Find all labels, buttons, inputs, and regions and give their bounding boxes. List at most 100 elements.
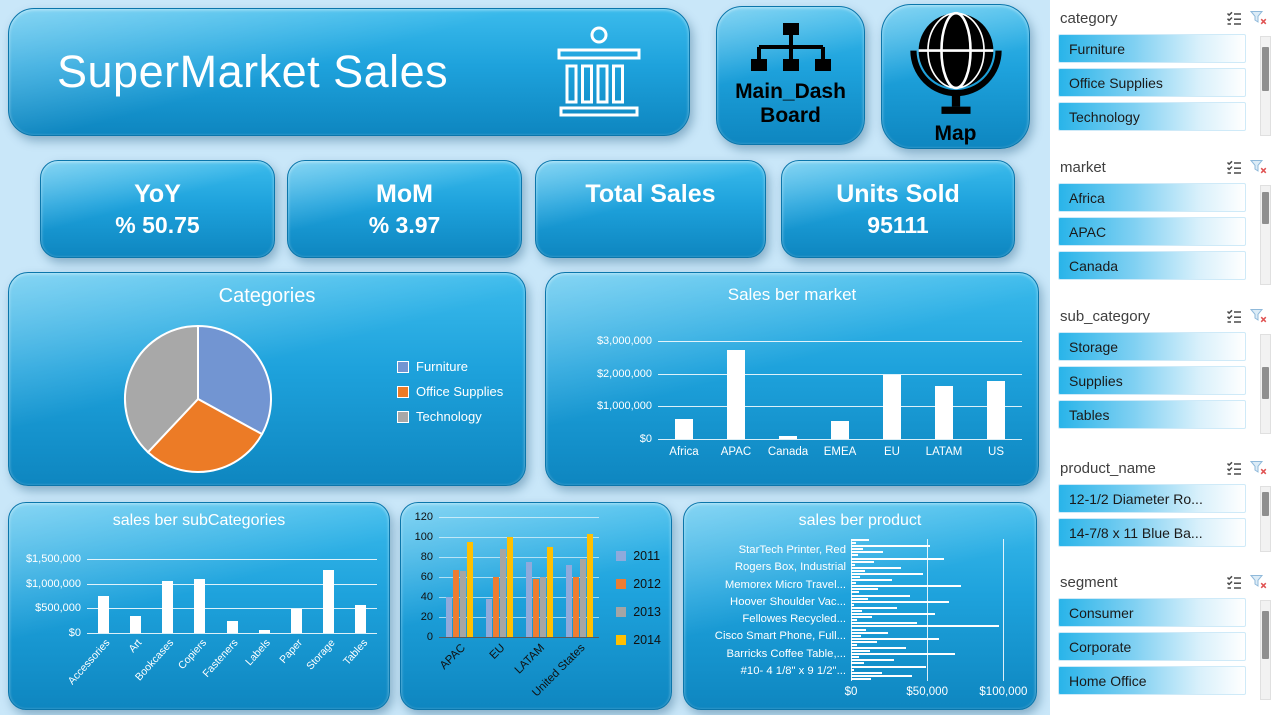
- slicer-icons: [1226, 10, 1268, 27]
- clear-filter-icon[interactable]: [1249, 460, 1268, 477]
- scrollbar-thumb[interactable]: [1262, 47, 1269, 91]
- kpi-label: Total Sales: [585, 179, 716, 208]
- slicer-body: Storage Supplies Tables: [1050, 330, 1274, 438]
- slicer-header: segment: [1050, 568, 1274, 596]
- x-axis-label: Accessories: [65, 637, 113, 688]
- chart-legend: 2011 2012 2013 2014: [616, 549, 661, 661]
- kpi-label: MoM: [376, 179, 433, 208]
- bar-2012-eu: [492, 577, 499, 637]
- slicer-item-storage[interactable]: Storage: [1058, 332, 1246, 361]
- slicer-item-supplies[interactable]: Supplies: [1058, 366, 1246, 395]
- product-bar: [851, 662, 864, 665]
- main-dash-board-button[interactable]: Main_Dash Board: [716, 6, 865, 145]
- chart-title: sales ber subCategories: [112, 512, 286, 529]
- slicer-title: sub_category: [1060, 307, 1151, 325]
- scrollbar[interactable]: [1260, 600, 1271, 700]
- multiselect-icon[interactable]: [1226, 10, 1244, 27]
- x-axis-label: $50,000: [906, 686, 948, 698]
- product-label: StarTech Printer, Red: [738, 544, 846, 556]
- clear-filter-icon[interactable]: [1249, 308, 1268, 325]
- categories-panel: Categories Furniture Office Supplies Techn…: [8, 272, 526, 486]
- slicer-item-tables[interactable]: Tables: [1058, 400, 1246, 429]
- slicer-title: product_name: [1060, 459, 1156, 477]
- slicer-title: segment: [1060, 573, 1118, 591]
- multiselect-icon[interactable]: [1226, 159, 1244, 176]
- chart-title: sales ber product: [798, 512, 922, 529]
- slicer-item-14-7-8-x-11-blue-ba[interactable]: 14-7/8 x 11 Blue Ba...: [1058, 518, 1246, 547]
- bar-art: [129, 616, 141, 633]
- slicer-item-12-1-2-diameter-ro[interactable]: 12-1/2 Diameter Ro...: [1058, 484, 1246, 513]
- bar-latam: [935, 386, 953, 439]
- y-axis-label: 0: [426, 631, 433, 643]
- slicer-item-furniture[interactable]: Furniture: [1058, 34, 1246, 63]
- product-bar: [851, 622, 917, 625]
- map-label: Map: [934, 122, 977, 145]
- slicer-item-africa[interactable]: Africa: [1058, 183, 1246, 212]
- scrollbar-thumb[interactable]: [1262, 611, 1269, 659]
- bar-2013-latam: [539, 577, 546, 637]
- product-bar: [851, 665, 926, 668]
- slicer-icons: [1226, 308, 1268, 325]
- clear-filter-icon[interactable]: [1249, 10, 1268, 27]
- bar-storage: [323, 570, 335, 633]
- bar-fasteners: [226, 620, 238, 633]
- sales-by-market-plot: [658, 341, 1022, 440]
- pie-slice-technology: [124, 324, 199, 454]
- bar-2012-apac: [452, 570, 459, 637]
- x-axis-label: Paper: [277, 637, 306, 666]
- product-bar: [851, 548, 864, 551]
- scrollbar[interactable]: [1260, 185, 1271, 285]
- kpi-label: YoY: [134, 179, 181, 208]
- gridline: [439, 537, 599, 538]
- slicer-item-consumer[interactable]: Consumer: [1058, 598, 1246, 627]
- slicer-item-canada[interactable]: Canada: [1058, 251, 1246, 280]
- kpi-label: Units Sold: [836, 179, 960, 208]
- x-axis-label: Art: [126, 637, 145, 656]
- slicer-item-office-supplies[interactable]: Office Supplies: [1058, 68, 1246, 97]
- slicer-item-home-office[interactable]: Home Office: [1058, 666, 1246, 695]
- multiselect-icon[interactable]: [1226, 308, 1244, 325]
- slicer-icons: [1226, 159, 1268, 176]
- x-axis-label: EU: [487, 642, 508, 662]
- map-button[interactable]: Map: [881, 4, 1030, 149]
- bar-2012-united-states: [572, 577, 579, 637]
- clear-filter-icon[interactable]: [1249, 574, 1268, 591]
- legend-swatch: [616, 635, 627, 645]
- scrollbar[interactable]: [1260, 486, 1271, 552]
- multiselect-icon[interactable]: [1226, 460, 1244, 477]
- y-axis-label: 80: [420, 551, 433, 563]
- product-bar: [851, 539, 870, 541]
- scrollbar-thumb[interactable]: [1262, 492, 1269, 516]
- scrollbar-thumb[interactable]: [1262, 192, 1269, 224]
- y-axis-label: $1,500,000: [25, 553, 81, 565]
- dashboard-title: SuperMarket Sales: [57, 46, 449, 97]
- bar-copiers: [194, 579, 206, 633]
- clear-filter-icon[interactable]: [1249, 159, 1268, 176]
- slicer-item-technology[interactable]: Technology: [1058, 102, 1246, 131]
- product-bar: [851, 569, 865, 572]
- slicer-column: category Furniture Office Supplies Technolo…: [1050, 0, 1274, 715]
- kpi-mom: MoM % 3.97: [287, 160, 522, 258]
- slicer-category: category Furniture Office Supplies Technolo…: [1050, 4, 1274, 140]
- y-axis-label: $1,000,000: [596, 400, 652, 413]
- product-label: Memorex Micro Travel...: [724, 578, 846, 591]
- scrollbar[interactable]: [1260, 334, 1271, 434]
- scrollbar[interactable]: [1260, 36, 1271, 136]
- gridline: [1003, 539, 1005, 681]
- bar-2011-united-states: [565, 565, 572, 637]
- legend-label: 2014: [633, 633, 661, 647]
- slicer-item-corporate[interactable]: Corporate: [1058, 632, 1246, 661]
- sales-by-product-plot: [851, 539, 1011, 681]
- gridline: [439, 597, 599, 598]
- categories-pie-chart: [124, 324, 272, 473]
- pie-slice-office-supplies: [146, 397, 264, 473]
- legend-item-2014: 2014: [616, 633, 661, 647]
- sales-by-year-market-panel: 2011 2012 2013 2014 0 20 40 60 80 100 120 APAC EU LA…: [400, 502, 672, 710]
- bar-labels: [258, 629, 270, 633]
- slicer-item-apac[interactable]: APAC: [1058, 217, 1246, 246]
- x-axis-label: LATAM: [513, 642, 548, 677]
- multiselect-icon[interactable]: [1226, 574, 1244, 591]
- scrollbar-thumb[interactable]: [1262, 367, 1269, 399]
- product-bar: [851, 625, 999, 628]
- bar-2014-eu: [506, 537, 513, 637]
